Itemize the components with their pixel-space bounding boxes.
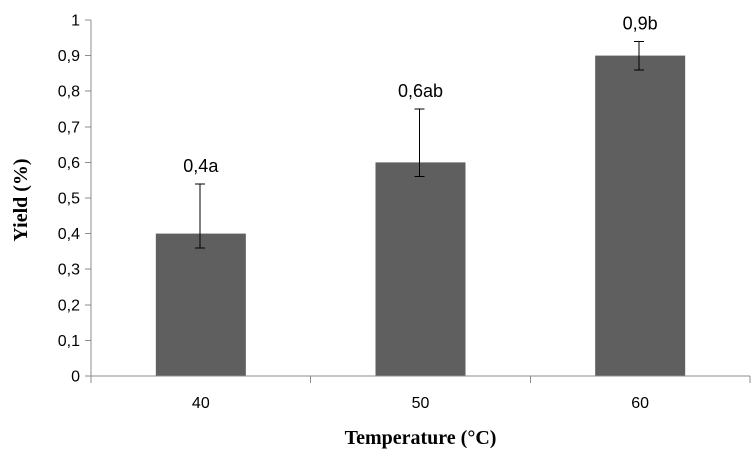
y-tick-label: 0: [71, 369, 80, 386]
data-label: 0,9b: [623, 13, 658, 33]
x-tick-label: 50: [412, 395, 430, 412]
y-tick-label: 1: [71, 13, 80, 30]
y-tick-label: 0,7: [58, 119, 80, 136]
x-tick-label: 40: [192, 395, 210, 412]
data-labels: 0,4a 0,6ab 0,9b: [183, 13, 657, 175]
y-tick-label: 0,4: [58, 226, 80, 243]
x-axis-ticks: 40 50 60: [90, 376, 751, 412]
y-tick-label: 0,9: [58, 48, 80, 65]
bar: [155, 233, 246, 376]
data-label: 0,4a: [183, 156, 219, 176]
y-tick-label: 0,2: [58, 297, 80, 314]
y-axis-ticks: 0 0,1 0,2 0,3 0,4 0,5 0,6 0,7 0,8 0,9 1: [58, 13, 91, 386]
y-tick-label: 0,3: [58, 262, 80, 279]
y-tick-label: 0,6: [58, 155, 80, 172]
y-tick-label: 0,1: [58, 333, 80, 350]
x-tick-label: 60: [631, 395, 649, 412]
y-tick-label: 0,8: [58, 84, 80, 101]
bars: [155, 55, 686, 376]
y-tick-label: 0,5: [58, 191, 80, 208]
x-axis-title: Temperature (°C): [345, 427, 497, 449]
error-bars: [194, 40, 645, 249]
bar: [375, 162, 466, 376]
bar: [595, 55, 686, 376]
data-label: 0,6ab: [398, 81, 443, 101]
y-axis-title: Yield (%): [10, 158, 32, 241]
